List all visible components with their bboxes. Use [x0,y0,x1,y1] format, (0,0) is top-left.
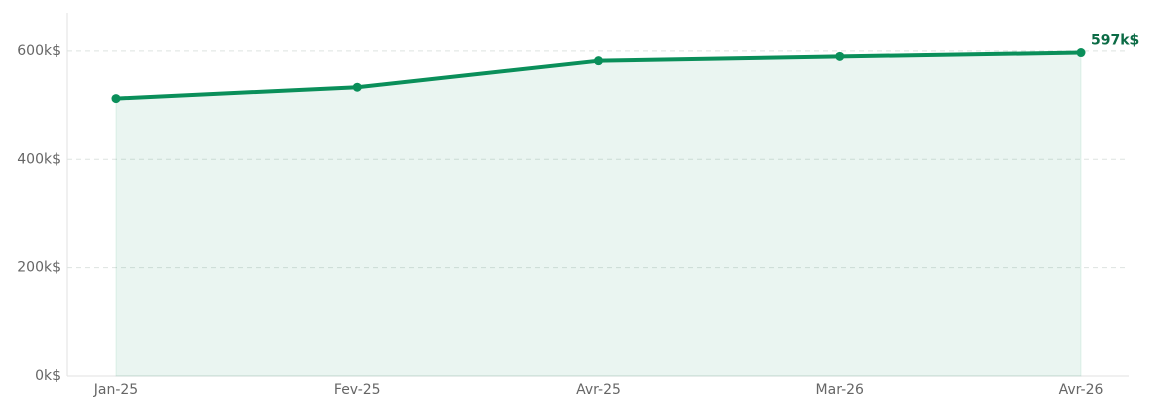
x-tick-label: Mar-26 [816,382,864,398]
point [1076,48,1086,58]
point [594,56,603,66]
x-tick-label: Fev-25 [334,382,381,398]
y-tick-label: 0k$ [35,368,61,384]
y-tick-label: 200k$ [17,260,61,276]
point [835,51,845,61]
x-tick-label: Jan-25 [93,382,138,398]
x-tick-label: Avr-25 [576,382,621,398]
point [111,94,121,104]
area [115,52,1082,377]
value-label: 597k$ [1091,33,1139,49]
y-tick-label: 600k$ [17,43,61,59]
point [352,82,362,92]
x-tick-label: Avr-26 [1059,382,1104,398]
y-tick-label: 400k$ [17,151,61,167]
